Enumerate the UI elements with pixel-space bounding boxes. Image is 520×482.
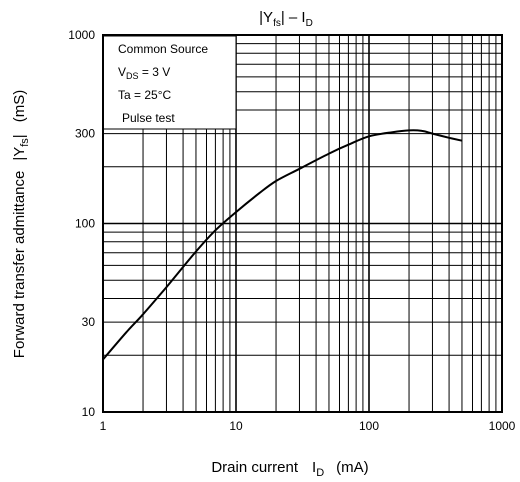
x-tick-label: 1000 (489, 419, 516, 433)
x-tick-label: 100 (359, 419, 379, 433)
annotation-line-1: Common Source (118, 42, 208, 56)
y-tick-label: 100 (75, 217, 95, 231)
y-tick-label: 10 (82, 405, 96, 419)
series-curve (102, 129, 463, 361)
y-tick-label: 1000 (68, 28, 95, 42)
annotation-line-3: Ta = 25°C (118, 88, 171, 102)
x-tick-label: 1 (100, 419, 107, 433)
plot-frame (102, 34, 503, 413)
chart-title: |Yfs| – ID (259, 9, 313, 29)
y-tick-label: 30 (82, 315, 96, 329)
annotation-line-4: Pulse test (122, 111, 175, 125)
annotation: Common Source VDS = 3 V Ta = 25°C Pulse … (118, 42, 208, 125)
annotation-line-2: VDS = 3 V (118, 65, 170, 81)
x-tick-label: 10 (229, 419, 243, 433)
x-tick-labels: 1 10 100 1000 (100, 419, 516, 433)
y-axis-label: Forward transfer admittance|Yfs|(mS) (11, 90, 31, 358)
y-tick-labels: 10 30 100 300 1000 (68, 28, 95, 419)
x-axis-label: Drain current ID (mA) (211, 459, 368, 479)
y-tick-label: 300 (75, 127, 95, 141)
